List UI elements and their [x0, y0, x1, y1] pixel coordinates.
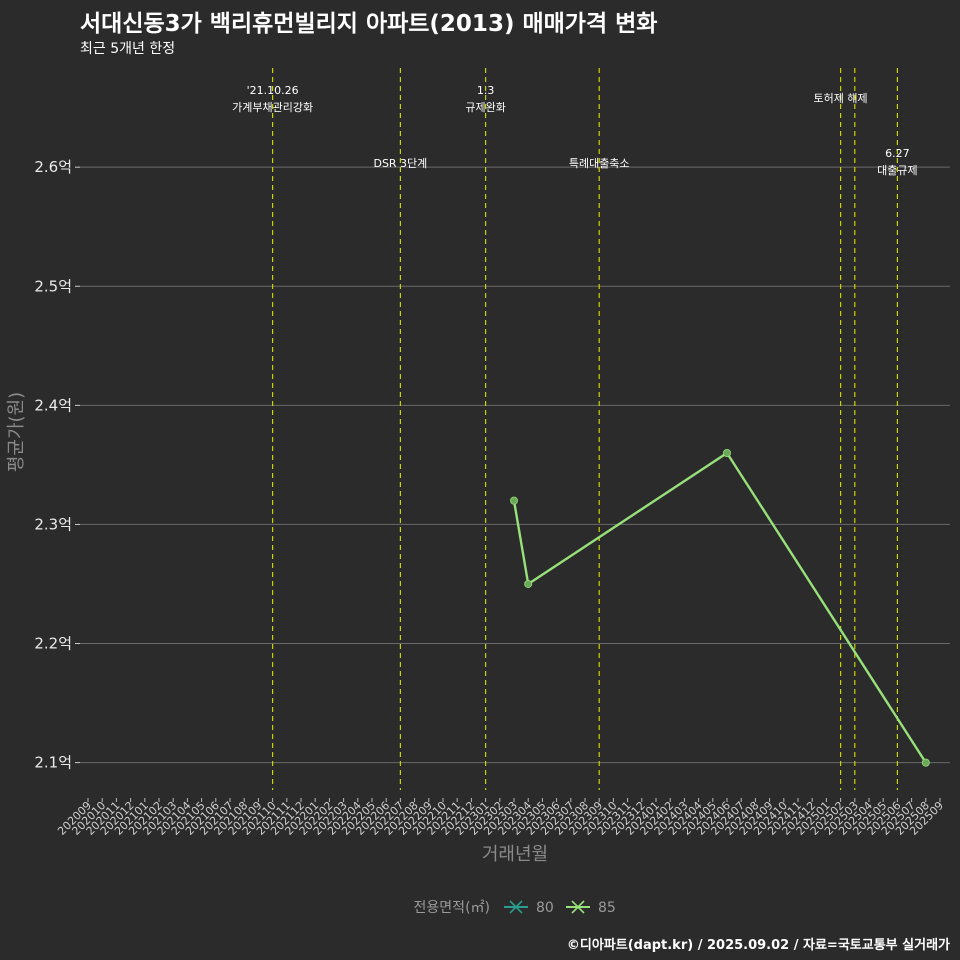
legend-label: 80 — [536, 900, 554, 916]
y-tick-label: 2.5억 — [34, 277, 72, 295]
event-annotation: 토허제 해제 — [814, 91, 868, 105]
legend-entry: 80 — [504, 900, 554, 916]
y-tick-label: 2.6억 — [34, 158, 72, 176]
event-annotation: 대출규제 — [877, 164, 917, 177]
event-annotation: 1.3 — [477, 84, 495, 97]
data-point — [524, 579, 533, 588]
legend-entry: 85 — [566, 900, 616, 916]
y-tick-label: 2.3억 — [34, 515, 72, 533]
data-point — [723, 448, 732, 457]
legend-label: 85 — [598, 900, 616, 916]
data-point — [921, 758, 930, 767]
legend-key-cross — [571, 900, 585, 914]
legend: 전용면적(㎡) 80 85 — [414, 900, 616, 916]
series-line-85 — [512, 451, 927, 764]
y-tick-label: 2.2억 — [34, 635, 72, 653]
event-annotation: 6.27 — [885, 147, 910, 160]
y-axis-title: 평균가(원) — [6, 392, 27, 472]
x-axis-title: 거래년월 — [482, 844, 548, 865]
event-annotation: 특례대출축소 — [569, 157, 630, 170]
grid-lines — [75, 166, 950, 764]
source-caption: ©디아파트(dapt.kr) / 2025.09.02 / 자료=국토교통부 실… — [566, 938, 950, 953]
y-axis-ticks: 2.1억 2.2억 2.3억 2.4억 2.5억 2.6억 — [34, 158, 72, 771]
chart-title: 서대신동3가 백리휴먼빌리지 아파트(2013) 매매가격 변화 — [80, 11, 658, 37]
chart-subtitle: 최근 5개년 한정 — [80, 41, 176, 57]
series-layer — [509, 448, 930, 767]
event-annotation: 규제완화 — [465, 101, 505, 114]
event-annotation: 가계부채관리강화 — [232, 101, 313, 114]
data-point — [509, 496, 518, 505]
x-axis-ticks: 2020092020102020112020122021012021022021… — [55, 798, 946, 838]
y-tick-label: 2.4억 — [34, 396, 72, 414]
event-annotation: DSR 3단계 — [373, 157, 427, 170]
legend-key-cross — [509, 900, 523, 914]
event-annotation: '21.10.26 — [247, 84, 299, 97]
legend-title: 전용면적(㎡) — [414, 900, 490, 916]
y-tick-label: 2.1억 — [34, 754, 72, 772]
